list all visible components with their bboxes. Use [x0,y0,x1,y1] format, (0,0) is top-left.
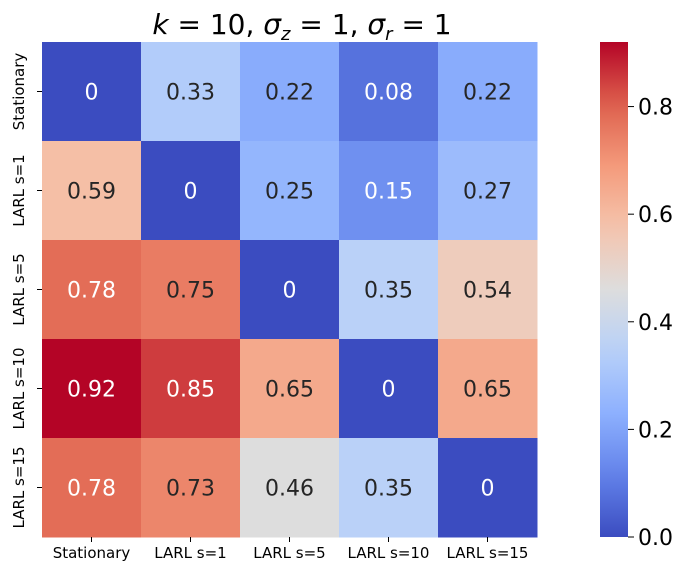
heatmap-cell-r0-c1 [141,42,241,142]
x-tick-label-3: LARL s=10 [348,544,430,562]
heatmap-cell-r0-c4 [438,42,538,142]
y-tick-label-2: LARL s=5 [10,253,28,325]
heatmap-cell-r2-c0 [42,240,142,340]
title-sigma-r-eq: = 1 [393,8,452,41]
heatmap-cell-label-r2-c1: 0.75 [166,279,215,304]
heatmap-cell-label-r0-c4: 0.22 [463,81,512,106]
heatmap-cell-label-r0-c3: 0.08 [364,81,413,106]
colorbar-tick-label-0: 0.0 [638,526,673,551]
y-tick-label-1: LARL s=1 [10,154,28,226]
heatmap-cell-label-r1-c4: 0.27 [463,180,512,205]
heatmap-cell-r2-c1 [141,240,241,340]
heatmap-cell-r2-c3 [339,240,439,340]
heatmap-cell-label-r3-c1: 0.85 [166,378,215,403]
heatmap-cell-label-r4-c2: 0.46 [265,477,314,502]
x-tick-label-2: LARL s=5 [253,544,325,562]
heatmap-cell-r0-c0 [42,42,142,142]
colorbar-tick-label-1: 0.2 [638,418,673,443]
heatmap-cell-r3-c1 [141,339,241,439]
heatmap-cell-label-r4-c3: 0.35 [364,477,413,502]
heatmap-cell-r2-c4 [438,240,538,340]
heatmap-cell-label-r3-c4: 0.65 [463,378,512,403]
heatmap-cell-label-r3-c3: 0 [382,378,396,403]
heatmap-cell-r4-c3 [339,438,439,538]
heatmap-cell-r1-c3 [339,141,439,241]
colorbar-tick-label-2: 0.4 [638,311,673,336]
heatmap-cell-label-r1-c2: 0.25 [265,180,314,205]
heatmap-cell-label-r1-c3: 0.15 [364,180,413,205]
colorbar-tick-label-4: 0.8 [638,96,673,121]
y-tick-label-4: LARL s=15 [10,447,28,529]
heatmap-cell-r1-c0 [42,141,142,241]
heatmap-cell-r3-c3 [339,339,439,439]
heatmap-cell-r3-c2 [240,339,340,439]
heatmap-cell-label-r3-c0: 0.92 [67,378,116,403]
y-tick-label-3: LARL s=10 [10,348,28,430]
heatmap-cell-label-r4-c1: 0.73 [166,477,215,502]
title-sigma-r-sub: r [385,24,394,45]
colorbar-ticks: 0.0 0.2 0.4 0.6 0.8 [628,96,673,551]
heatmap-cell-label-r2-c3: 0.35 [364,279,413,304]
heatmap-cell-r4-c0 [42,438,142,538]
heatmap-cell-r1-c2 [240,141,340,241]
heatmap-cell-r1-c4 [438,141,538,241]
heatmap-cell-label-r1-c0: 0.59 [67,180,116,205]
heatmap-cell-r3-c4 [438,339,538,439]
title-sigma-z-symbol: σ [263,8,282,41]
heatmap-cell-r0-c2 [240,42,340,142]
x-tick-label-4: LARL s=15 [447,544,529,562]
heatmap-cell-label-r4-c4: 0 [481,477,495,502]
heatmap-cell-r4-c1 [141,438,241,538]
heatmap-cell-r0-c3 [339,42,439,142]
heatmap-cell-label-r0-c1: 0.33 [166,81,215,106]
x-tick-label-0: Stationary [53,544,131,562]
heatmap-cell-r3-c0 [42,339,142,439]
heatmap-cell-r4-c4 [438,438,538,538]
heatmap-cell-label-r3-c2: 0.65 [265,378,314,403]
y-tick-label-0: Stationary [10,53,28,131]
heatmap-cell-label-r0-c2: 0.22 [265,81,314,106]
title-k-eq: = 10, [169,8,264,41]
heatmap-cell-label-r2-c0: 0.78 [67,279,116,304]
heatmap-cell-label-r1-c1: 0 [184,180,198,205]
heatmap-cells: 0 0.33 0.22 0.08 0.22 0.59 0 0.25 0.15 0.27 0.78 0.… [42,42,538,538]
colorbar-tick-label-3: 0.6 [638,203,673,228]
title-sigma-r-symbol: σ [367,8,386,41]
heatmap-cell-label-r2-c4: 0.54 [463,279,512,304]
x-axis-ticks: Stationary LARL s=1 LARL s=5 LARL s=10 LARL … [53,537,529,562]
heatmap-cell-label-r2-c2: 0 [283,279,297,304]
colorbar [600,42,628,537]
title-k-symbol: k [152,8,170,41]
chart-title: k = 10, σz = 1, σr = 1 [152,8,451,45]
heatmap-cell-r4-c2 [240,438,340,538]
heatmap-cell-label-r0-c0: 0 [85,81,99,106]
title-sigma-z-eq: = 1, [291,8,368,41]
y-axis-ticks: Stationary LARL s=1 LARL s=5 LARL s=10 LARL … [10,53,42,529]
x-tick-label-1: LARL s=1 [154,544,226,562]
heatmap-cell-r1-c1 [141,141,241,241]
title-sigma-z-sub: z [280,24,291,45]
heatmap-cell-label-r4-c0: 0.78 [67,477,116,502]
heatmap-cell-r2-c2 [240,240,340,340]
